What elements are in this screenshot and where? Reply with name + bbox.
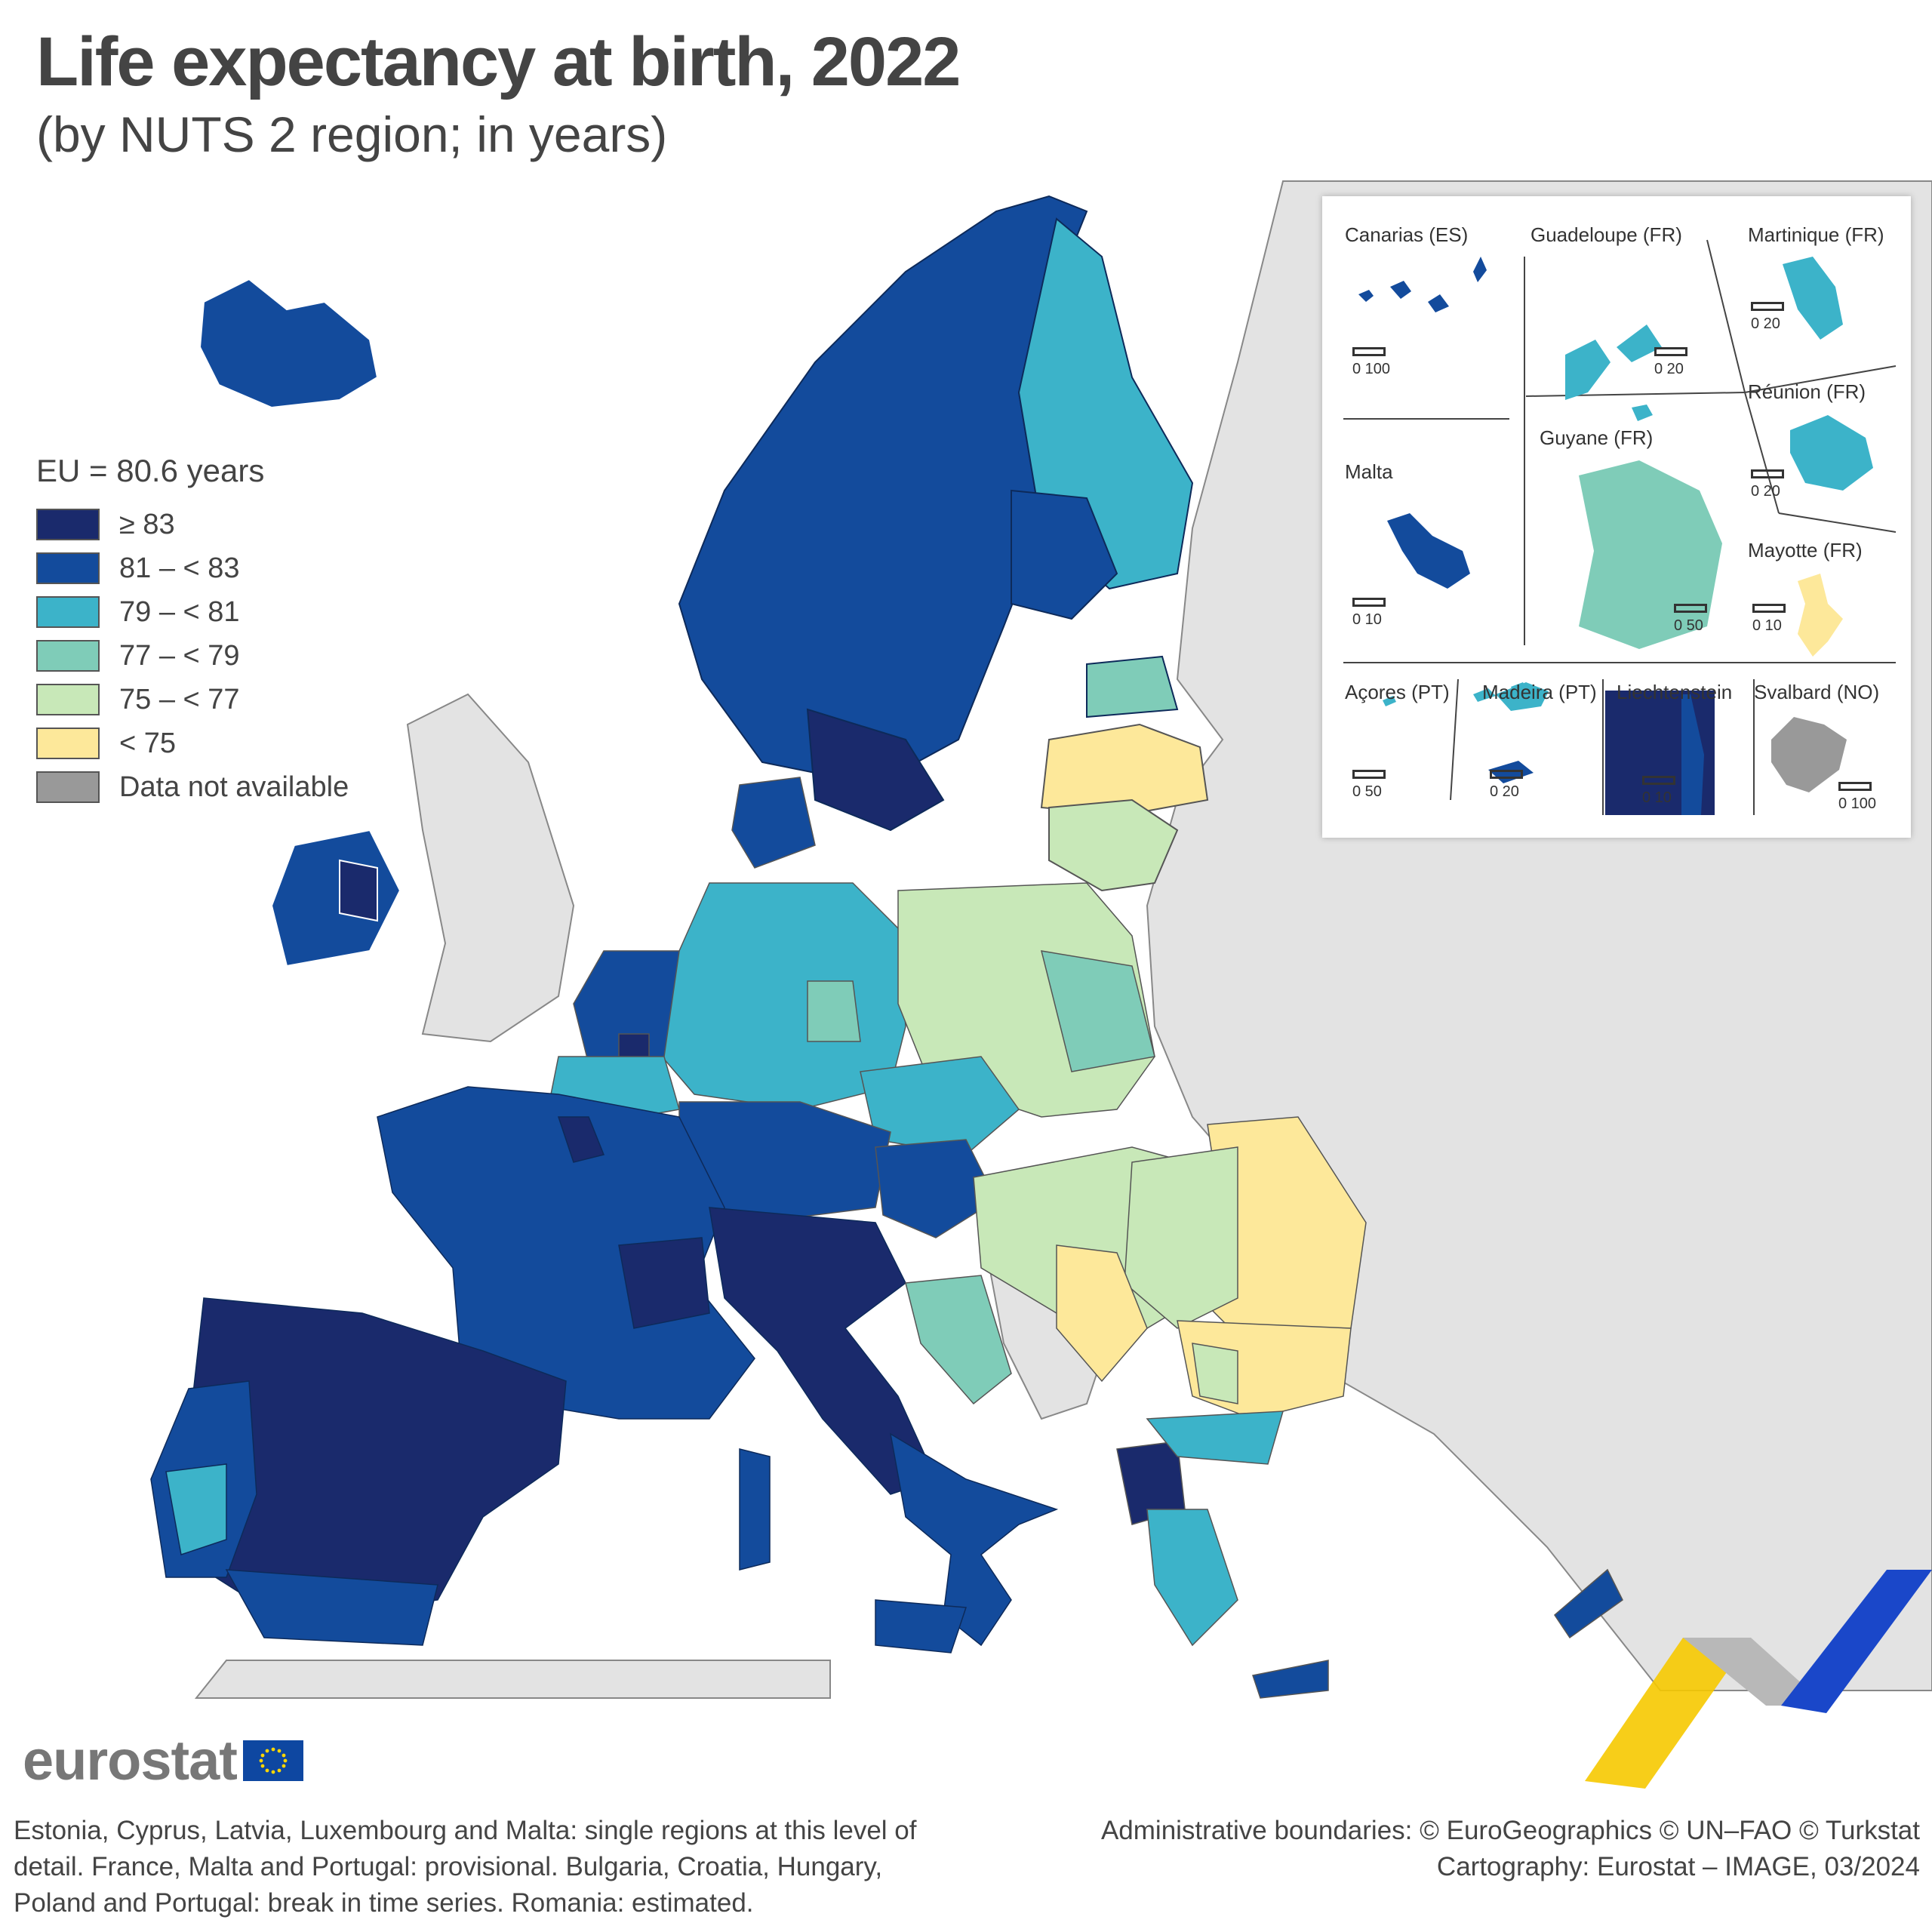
inset-label-martinique: Martinique (FR) <box>1748 223 1884 246</box>
scale-bar-mayotte: 0 10 <box>1752 604 1786 635</box>
logo-text: eurostat <box>23 1729 238 1792</box>
iceland-region <box>198 278 379 409</box>
credits: Administrative boundaries: © EuroGeograp… <box>1101 1813 1920 1885</box>
scale-bar-svalbard: 0 100 <box>1838 782 1876 813</box>
legend-swatch <box>36 728 100 759</box>
legend-label: 77 – < 79 <box>119 639 240 672</box>
legend-label: 81 – < 83 <box>119 552 240 584</box>
scale-bar-acores: 0 50 <box>1352 770 1386 801</box>
legend-item: 79 – < 81 <box>36 590 349 634</box>
inset-label-acores: Açores (PT) <box>1345 681 1450 703</box>
legend-swatch <box>36 509 100 540</box>
scale-bar-liechtenstein: 0 10 <box>1642 776 1675 807</box>
southeast-europe-regions <box>905 1116 1623 1699</box>
legend-item: 75 – < 77 <box>36 678 349 721</box>
inset-label-guyane: Guyane (FR) <box>1540 426 1654 449</box>
legend-label: 75 – < 77 <box>119 683 240 715</box>
legend-swatch <box>36 596 100 628</box>
legend-label: 79 – < 81 <box>119 595 240 628</box>
inset-label-canarias: Canarias (ES) <box>1345 223 1469 246</box>
map-legend: EU = 80.6 years ≥ 83 81 – < 83 79 – < 81… <box>36 453 349 809</box>
decorative-ribbon <box>1585 1570 1932 1789</box>
scale-bar-canarias: 0 100 <box>1352 347 1390 378</box>
inset-label-guadeloupe: Guadeloupe (FR) <box>1531 223 1682 246</box>
eurostat-logo: eurostat <box>23 1728 303 1792</box>
inset-label-mayotte: Mayotte (FR) <box>1748 539 1863 561</box>
page-subtitle: (by NUTS 2 region; in years) <box>36 106 668 162</box>
inset-label-malta: Malta <box>1345 460 1393 483</box>
scale-bar-martinique: 0 20 <box>1751 302 1784 333</box>
inset-label-liechtenstein: Liechtenstein <box>1617 681 1733 703</box>
legend-label: < 75 <box>119 727 177 759</box>
legend-item: 77 – < 79 <box>36 634 349 678</box>
scale-bar-reunion: 0 20 <box>1751 469 1784 500</box>
legend-swatch <box>36 640 100 672</box>
insets-panel: Canarias (ES) Guadeloupe (FR) Martinique… <box>1322 196 1911 838</box>
credits-cartography: Cartography: Eurostat – IMAGE, 03/2024 <box>1436 1852 1920 1881</box>
legend-label: Data not available <box>119 771 349 803</box>
scandinavia-regions <box>678 195 1194 832</box>
insets-drawing <box>1343 239 1897 815</box>
italy-regions <box>709 1207 1059 1654</box>
footnote: Estonia, Cyprus, Latvia, Luxembourg and … <box>14 1816 917 1918</box>
central-europe-regions <box>550 777 1155 1238</box>
scale-bar-guadeloupe: 0 20 <box>1654 347 1687 378</box>
inset-label-reunion: Réunion (FR) <box>1748 380 1866 403</box>
legend-title: EU = 80.6 years <box>36 453 265 488</box>
eu-flag-icon <box>242 1740 303 1781</box>
legend-item: Data not available <box>36 765 349 809</box>
scale-bar-madeira: 0 20 <box>1490 770 1523 801</box>
legend-label: ≥ 83 <box>119 508 175 540</box>
page-title: Life expectancy at birth, 2022 <box>36 23 961 100</box>
ireland-regions <box>270 829 401 968</box>
inset-label-svalbard: Svalbard (NO) <box>1754 681 1880 703</box>
scale-bar-malta: 0 10 <box>1352 598 1386 629</box>
scale-bar-guyane: 0 50 <box>1674 604 1707 635</box>
iberia-regions <box>150 1297 567 1646</box>
inset-label-madeira: Madeira (PT) <box>1482 681 1597 703</box>
legend-swatch <box>36 552 100 584</box>
legend-item: < 75 <box>36 721 349 765</box>
credits-boundaries: Administrative boundaries: © EuroGeograp… <box>1100 1816 1920 1845</box>
baltic-regions <box>1040 723 1209 892</box>
france-regions <box>377 1086 755 1420</box>
legend-item: ≥ 83 <box>36 503 349 546</box>
legend-swatch <box>36 684 100 715</box>
legend-swatch <box>36 771 100 803</box>
legend-item: 81 – < 83 <box>36 546 349 590</box>
